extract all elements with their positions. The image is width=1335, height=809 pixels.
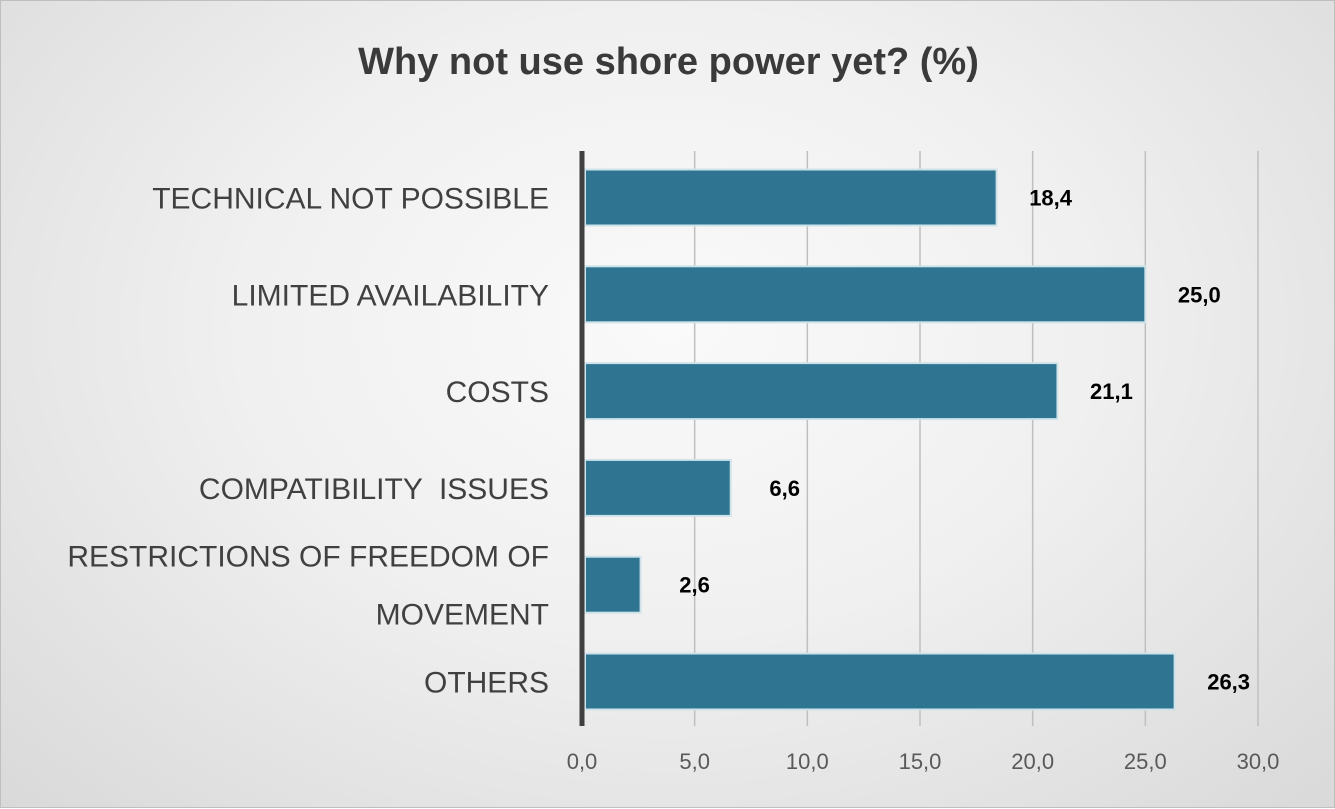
chart-title: Why not use shore power yet? (%)	[358, 41, 979, 83]
category-label: RESTRICTIONS OF FREEDOM OF	[67, 541, 549, 574]
data-label: 18,4	[1029, 186, 1073, 211]
x-tick-label: 5,0	[679, 749, 710, 774]
bar	[584, 362, 1059, 421]
x-tick-label: 25,0	[1124, 749, 1167, 774]
x-tick-label: 0,0	[567, 749, 598, 774]
bar	[584, 652, 1176, 711]
bar	[584, 555, 642, 614]
category-label: TECHNICAL NOT POSSIBLE	[152, 183, 549, 216]
x-tick-label: 20,0	[1011, 749, 1054, 774]
data-label: 6,6	[769, 476, 800, 501]
x-tick-label: 10,0	[786, 749, 829, 774]
bar	[584, 265, 1147, 324]
data-label: 26,3	[1207, 670, 1250, 695]
category-label: COSTS	[446, 376, 549, 409]
data-label: 21,1	[1090, 379, 1133, 404]
category-label: OTHERS	[424, 667, 549, 700]
category-label: LIMITED AVAILABILITY	[232, 279, 549, 312]
data-label: 25,0	[1178, 282, 1221, 307]
bar	[584, 458, 732, 517]
category-label: MOVEMENT	[376, 599, 549, 632]
x-tick-label: 15,0	[899, 749, 942, 774]
x-tick-label: 30,0	[1237, 749, 1280, 774]
category-label: COMPATIBILITY ISSUES	[199, 473, 549, 506]
bar	[584, 168, 998, 227]
data-label: 2,6	[679, 573, 710, 598]
